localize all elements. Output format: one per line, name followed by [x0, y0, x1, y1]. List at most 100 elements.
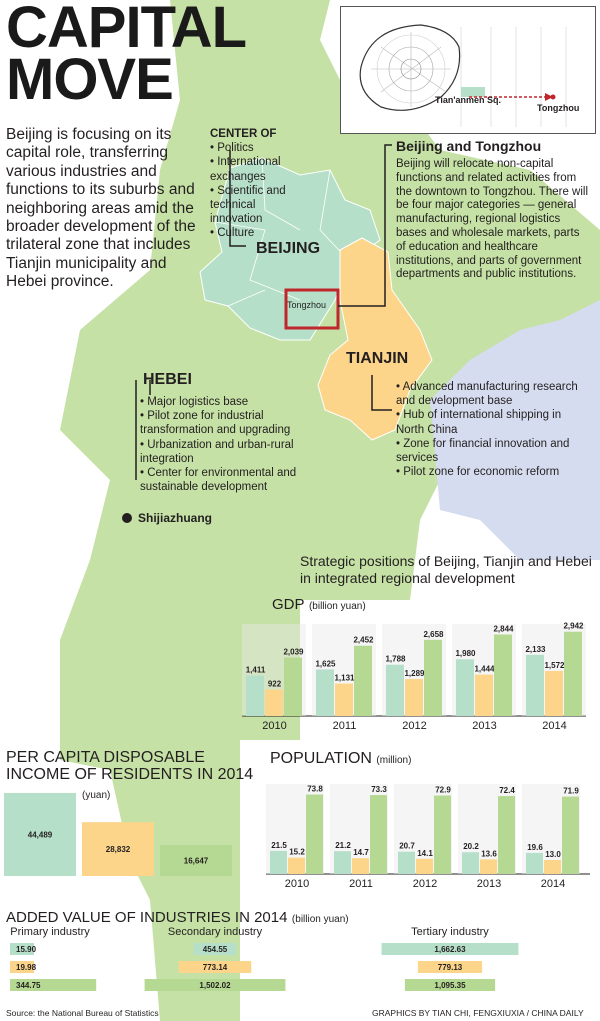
- data-label: 2,942: [563, 622, 584, 631]
- added-title-row: ADDED VALUE OF INDUSTRIES IN 2014 (billi…: [6, 909, 349, 927]
- tianjin-item: • Pilot zone for economic reform: [396, 466, 560, 479]
- data-label: 1,980: [455, 649, 476, 658]
- hebei-list: • Major logistics base • Pilot zone for …: [140, 395, 310, 494]
- tick-label: 2014: [542, 720, 566, 732]
- data-label: 13.6: [481, 849, 497, 858]
- added-value: 19.98: [16, 963, 37, 972]
- hebei-label: HEBEI: [143, 371, 192, 388]
- inset-tongzhou-label: Tongzhou: [537, 103, 580, 113]
- hebei-item: • Major logistics base: [140, 396, 249, 408]
- bar: [416, 858, 433, 874]
- added-bar: [10, 961, 34, 973]
- added-value: 1,662.63: [434, 945, 466, 954]
- bar: [545, 670, 563, 716]
- income-value: 16,647: [184, 856, 209, 865]
- bar: [246, 675, 264, 716]
- data-label: 73.3: [371, 785, 387, 794]
- data-label: 73.8: [307, 785, 323, 794]
- pop-title-row: POPULATION (million): [270, 750, 411, 768]
- hebei-region: [60, 0, 600, 1021]
- data-label: 2,658: [423, 630, 444, 639]
- bar: [475, 674, 493, 716]
- added-value: 454.55: [203, 945, 228, 954]
- beijing-label: BEIJING: [256, 240, 321, 257]
- data-label: 21.2: [335, 841, 351, 850]
- pop-title: POPULATION: [270, 750, 372, 767]
- tianjin-item: • Hub of international shipping in North…: [396, 409, 562, 436]
- population-chart: 21.515.2 73.8 2010 21.214.7 73.3 2011 20.714.1…: [266, 784, 590, 890]
- tick-label: 2011: [333, 720, 357, 732]
- beijing-tongzhou-heading: Beijing and Tongzhou: [396, 138, 542, 154]
- added-title: ADDED VALUE OF INDUSTRIES IN 2014: [6, 909, 288, 926]
- bar: [334, 851, 351, 874]
- center-of-item: • Scientific and technical innovation: [210, 184, 286, 226]
- gdp-unit: (billion yuan): [308, 601, 366, 612]
- data-label: 21.5: [271, 841, 287, 850]
- bar: [498, 796, 515, 874]
- bar: [434, 795, 451, 874]
- bar: [480, 859, 497, 874]
- data-label: 1,411: [246, 666, 266, 675]
- data-label: 1,131: [334, 674, 355, 683]
- category-label: Primary industry: [10, 926, 90, 938]
- data-label: 20.7: [399, 842, 415, 851]
- center-of-heading: CENTER OF: [210, 128, 277, 140]
- shijiazhuang-dot: [122, 513, 132, 523]
- added-value-chart: Primary industry Secondary industry Tertia…: [10, 926, 519, 991]
- tianjin-region: [317, 237, 433, 441]
- bar: [386, 664, 404, 716]
- tianjin-list: • Advanced manufacturing research and de…: [396, 380, 592, 479]
- data-label: 14.1: [417, 849, 433, 858]
- bar: [424, 639, 442, 716]
- tongzhou-highlight-box: [284, 288, 340, 330]
- category-label: Secondary industry: [168, 926, 263, 938]
- tick-label: 2013: [472, 720, 496, 732]
- bar: [456, 659, 474, 716]
- income-value: 28,832: [106, 845, 131, 854]
- added-bar: [178, 961, 252, 973]
- income-bar: [82, 822, 154, 876]
- tick-label: 2010: [262, 720, 286, 732]
- hebei-item: • Center for environmental and sustainab…: [140, 467, 297, 494]
- data-label: 1,788: [385, 655, 406, 664]
- added-value: 1,095.35: [434, 981, 466, 990]
- data-label: 19.6: [527, 843, 543, 852]
- bar: [526, 852, 543, 874]
- beijing-tongzhou-text: Beijing will relocate non-capital functi…: [396, 158, 589, 281]
- tick-label: 2012: [402, 720, 426, 732]
- income-bar: [4, 792, 76, 876]
- added-bar: [10, 979, 97, 991]
- added-value: 15.90: [16, 945, 37, 954]
- main-title: CAPITAL MOVE: [6, 0, 247, 112]
- tick-label: 2011: [349, 878, 373, 890]
- tianjin-item: • Zone for financial innovation and serv…: [396, 437, 570, 465]
- inset-map-svg: [359, 24, 567, 127]
- added-bar: [10, 943, 34, 955]
- tick-label: 2013: [477, 878, 501, 890]
- bar: [494, 634, 512, 716]
- bar: [284, 657, 302, 716]
- center-of-item: • International exchanges: [210, 156, 281, 183]
- added-value: 1,502.02: [199, 981, 231, 990]
- bar: [288, 857, 305, 874]
- added-bar: [417, 961, 483, 973]
- bar: [398, 851, 415, 874]
- center-of-item: • Culture: [210, 227, 255, 240]
- bar: [370, 795, 387, 874]
- added-bar: [404, 979, 496, 991]
- bar: [270, 850, 287, 874]
- data-label: 20.2: [463, 842, 479, 851]
- income-chart: 44,489 28,832 16,647: [4, 792, 232, 876]
- gdp-title-row: GDP (billion yuan): [272, 596, 366, 614]
- intro-text: Beijing is focusing on its capital role,…: [6, 126, 196, 291]
- tick-label: 2010: [285, 878, 309, 890]
- sea: [430, 300, 600, 560]
- bar: [564, 631, 582, 716]
- shijiazhuang-label: Shijiazhuang: [138, 511, 213, 525]
- tick-label: 2014: [541, 878, 565, 890]
- bar: [405, 679, 423, 716]
- income-value: 44,489: [28, 830, 53, 839]
- data-label: 71.9: [563, 787, 579, 796]
- bar: [316, 669, 334, 716]
- data-label: 72.4: [499, 786, 515, 795]
